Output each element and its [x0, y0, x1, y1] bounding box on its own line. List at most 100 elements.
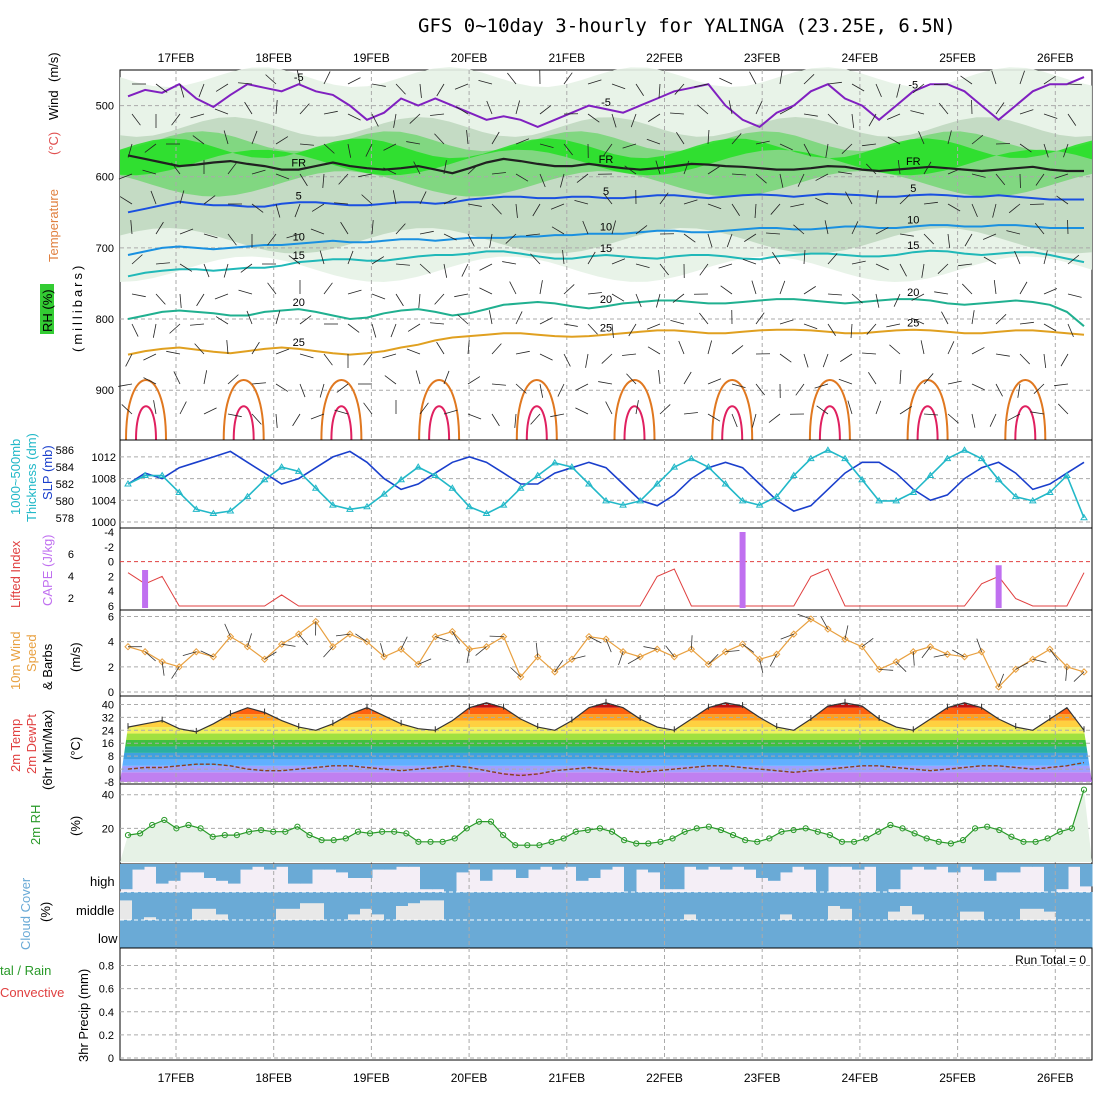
wind-barb — [755, 383, 765, 396]
cloud-middle-bar — [912, 892, 925, 915]
temp2m-marks — [127, 698, 1085, 777]
date-label-top: 18FEB — [255, 51, 292, 65]
rh2m-tick-label: 20 — [102, 823, 114, 835]
cloud-middle-bar — [888, 892, 901, 912]
cloud-middle-bar — [384, 892, 397, 920]
cloud-high-bar — [564, 864, 577, 867]
wind-barb — [964, 233, 973, 247]
wind10m-label-4: (m/s) — [68, 642, 83, 672]
rh2m-point — [778, 828, 785, 835]
cape-bar — [142, 570, 149, 608]
cloud-low-bar — [600, 920, 613, 948]
wind-barb — [840, 353, 853, 362]
cloud-high-bar — [432, 864, 445, 890]
cloud-middle-bar — [636, 892, 649, 920]
cloud-high-bar — [120, 864, 133, 890]
cloud-middle-bar — [192, 892, 205, 909]
wind-barb — [587, 323, 598, 335]
cloud-high-bar — [672, 864, 685, 890]
wind-barb — [227, 413, 242, 418]
wind-barb — [1019, 353, 1031, 365]
wind-barb — [563, 143, 573, 156]
wind-speed-point — [277, 640, 286, 648]
wind-barb-10m — [161, 661, 165, 676]
isotherm-35-core — [623, 405, 646, 441]
cloud-low-bar — [960, 920, 973, 948]
isotherm-label: 5 — [296, 190, 302, 202]
pressure-tick-label: 500 — [96, 101, 114, 113]
wind-barb — [719, 77, 733, 85]
cape-label: CAPE (J/kg) — [40, 534, 55, 606]
wind-barb — [755, 173, 767, 184]
wind-barb-10m — [144, 651, 156, 662]
wind-barb-10m — [1049, 648, 1059, 661]
thickness-tick-label: 582 — [56, 479, 74, 491]
rh2m-point — [766, 835, 773, 842]
thickness-point — [687, 454, 696, 462]
cloud-high-bar — [660, 864, 673, 890]
wind-barb — [822, 353, 829, 368]
wind-barb — [742, 258, 757, 265]
wind-barb — [982, 233, 997, 240]
wind-barb — [443, 197, 457, 205]
cloud-low-bar — [876, 920, 889, 948]
wind-barb — [670, 112, 685, 115]
wind-barb — [267, 233, 277, 246]
wind-barb — [658, 83, 661, 98]
thickness-point — [875, 496, 884, 504]
wind-barb — [947, 203, 961, 212]
isotherm-35-core — [818, 405, 841, 441]
wind-barb-10m — [912, 651, 915, 666]
isotherm-label: 20 — [293, 297, 305, 309]
wind-barb — [947, 413, 959, 424]
thickness-point — [772, 492, 781, 500]
wind-barb — [323, 71, 331, 85]
wind-barb-10m — [759, 659, 764, 674]
rh2m-point — [645, 840, 652, 847]
wind-barb — [585, 353, 589, 368]
li-tick-label: 2 — [108, 571, 114, 583]
wind-barb-10m — [1032, 658, 1047, 663]
cloud-low-bar — [636, 920, 649, 948]
li-tick-label: 0 — [108, 557, 114, 569]
rh2m-point — [911, 830, 918, 837]
wind-barb — [415, 370, 421, 385]
wind-barb-10m — [452, 631, 460, 644]
wind-barb — [179, 293, 182, 308]
wind-barb — [707, 130, 710, 145]
cloud-high-bar — [720, 864, 733, 870]
wind-speed-point — [875, 665, 883, 674]
wind-barbs — [118, 69, 1083, 428]
wind-barb — [515, 138, 530, 145]
wind-barb — [1035, 173, 1045, 186]
slp-tick-label: 1004 — [92, 495, 116, 507]
top-date-labels: 17FEB 18FEB 19FEB 20FEB 21FEB 22FEB 23FEB 24FEB… — [158, 51, 1074, 65]
cloud-middle-bar — [852, 892, 865, 920]
wind-barb-10m — [380, 643, 385, 657]
wind-barb — [363, 353, 373, 366]
wind-barb — [587, 79, 602, 85]
wind-barb — [886, 113, 901, 120]
wind-barb — [275, 136, 289, 145]
wind-barb — [603, 143, 613, 156]
wind-barb — [275, 173, 290, 180]
rh2m-point — [330, 837, 337, 844]
cloud-high-bar — [1044, 864, 1057, 892]
cloud-middle-bar — [264, 892, 277, 920]
wind-barb — [194, 343, 205, 355]
wind-speed-point — [534, 653, 542, 661]
wind-barb — [923, 233, 935, 245]
wind-barb — [550, 413, 565, 418]
wind-barb — [118, 383, 133, 387]
rh2m-unit: (%) — [68, 816, 83, 836]
wind-barb — [515, 203, 518, 218]
wind-barb — [728, 100, 733, 115]
wind-barb — [611, 293, 625, 302]
wind-barb — [1043, 353, 1047, 368]
temp-band — [120, 759, 1092, 766]
date-label-bottom: 26FEB — [1037, 1071, 1074, 1085]
slp-frame — [119, 439, 1093, 529]
wind-speed-point — [329, 643, 337, 651]
wind-barb — [1067, 113, 1077, 126]
